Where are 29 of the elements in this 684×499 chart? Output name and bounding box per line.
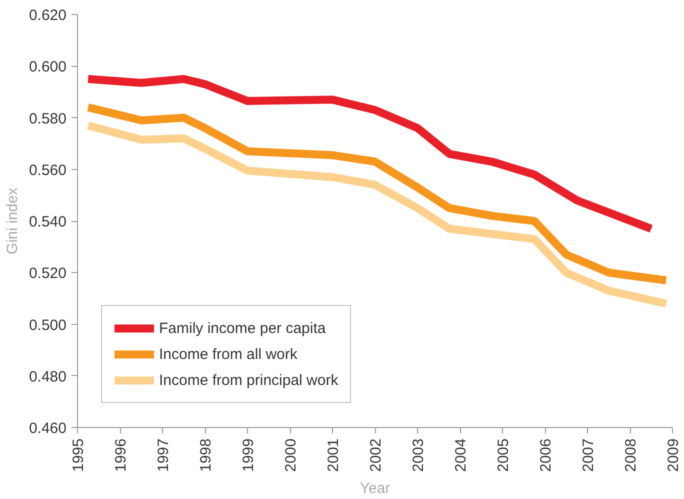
x-tick-label: 2006: [538, 438, 554, 472]
x-tick-label: 2003: [410, 438, 427, 472]
x-tick-label: 2007: [580, 438, 597, 472]
x-tick-label: 2001: [325, 438, 342, 472]
x-tick-label: 1998: [198, 438, 214, 472]
x-tick-label: 2005: [495, 438, 512, 472]
legend-label: Income from all work: [159, 346, 298, 362]
y-tick-label: 0.520: [28, 265, 67, 282]
x-tick-label: 1999: [240, 438, 257, 472]
y-tick-label: 0.620: [28, 7, 67, 24]
y-tick-label: 0.560: [28, 162, 67, 179]
y-tick-label: 0.540: [28, 214, 67, 230]
y-tick-label: 0.500: [28, 316, 67, 334]
y-axis-title: Gini index: [4, 187, 21, 254]
x-tick-label: 2004: [452, 438, 470, 472]
x-tick-label: 2008: [622, 438, 640, 472]
x-axis-title: Year: [360, 480, 390, 497]
x-tick-label: 2009: [665, 438, 682, 472]
x-tick-label: 1997: [155, 438, 172, 472]
legend-label: Family income per capita: [159, 320, 326, 336]
y-tick-label: 0.460: [28, 420, 67, 437]
x-tick-label: 1996: [112, 438, 130, 472]
x-tick-label: 1995: [70, 438, 87, 472]
legend-label: Income from principal work: [159, 372, 338, 388]
y-tick-label: 0.580: [28, 110, 67, 128]
x-tick-label: 2000: [282, 438, 300, 472]
y-tick-label: 0.600: [28, 58, 67, 76]
y-tick-label: 0.480: [28, 368, 67, 386]
x-tick-label: 2002: [368, 438, 384, 472]
